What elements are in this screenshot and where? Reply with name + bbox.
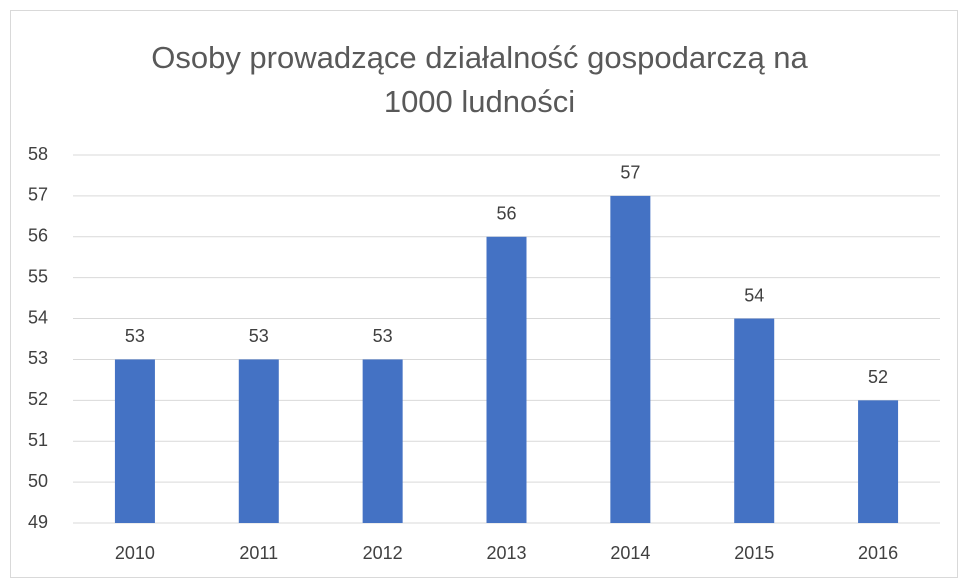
bar — [858, 400, 899, 523]
x-tick-label: 2013 — [486, 543, 526, 563]
y-tick-label: 49 — [28, 512, 48, 532]
chart-border — [10, 10, 958, 578]
bar — [238, 359, 279, 523]
data-label: 53 — [249, 326, 269, 346]
x-tick-label: 2011 — [239, 543, 278, 563]
y-tick-label: 54 — [28, 307, 48, 327]
bar — [114, 359, 155, 523]
x-tick-label: 2015 — [734, 543, 774, 563]
data-label: 54 — [744, 285, 764, 305]
bar — [486, 236, 527, 523]
x-tick-label: 2010 — [115, 543, 155, 563]
bar — [734, 318, 775, 523]
y-tick-label: 58 — [28, 144, 48, 164]
y-tick-label: 55 — [28, 266, 48, 286]
x-tick-label: 2014 — [610, 543, 650, 563]
y-tick-label: 53 — [28, 348, 48, 368]
data-label: 53 — [125, 326, 145, 346]
bar — [362, 359, 403, 523]
y-tick-label: 52 — [28, 389, 48, 409]
chart-title: Osoby prowadzące działalność gospodarczą… — [151, 40, 808, 119]
y-tick-label: 57 — [28, 185, 48, 205]
data-label: 53 — [373, 326, 393, 346]
data-label: 52 — [868, 367, 888, 387]
x-tick-label: 2012 — [363, 543, 403, 563]
data-label: 57 — [620, 163, 640, 183]
y-tick-label: 56 — [28, 226, 48, 246]
y-tick-label: 51 — [28, 430, 48, 450]
x-tick-label: 2016 — [858, 543, 898, 563]
bar — [610, 195, 651, 523]
data-label: 56 — [496, 204, 516, 224]
y-tick-label: 50 — [28, 471, 48, 491]
